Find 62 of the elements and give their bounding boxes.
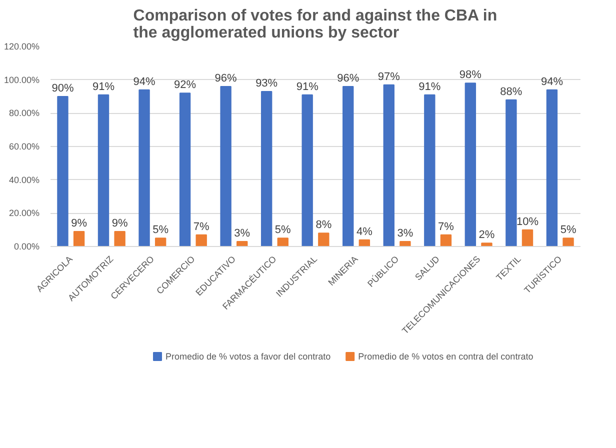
data-label: 94% <box>133 76 156 88</box>
bar <box>302 94 313 246</box>
data-label: 3% <box>234 228 250 240</box>
bar <box>73 231 85 246</box>
bar <box>154 238 166 246</box>
data-label: 96% <box>337 72 360 84</box>
bar <box>57 96 68 246</box>
y-tick-label: 120.00% <box>4 42 40 52</box>
data-label: 7% <box>193 220 210 233</box>
bar <box>98 94 110 246</box>
bar <box>358 239 370 246</box>
data-label: 97% <box>378 70 400 83</box>
data-label: 91% <box>92 80 115 93</box>
bar <box>318 232 330 246</box>
bar <box>179 92 191 246</box>
data-label: 2% <box>478 229 495 242</box>
bar <box>236 241 248 246</box>
data-label: 5% <box>274 224 292 236</box>
data-label: 9% <box>71 218 88 230</box>
data-label: 94% <box>540 76 564 88</box>
data-label: 93% <box>256 78 278 90</box>
bar <box>424 94 436 246</box>
data-label: 92% <box>174 79 196 92</box>
bar <box>138 89 150 246</box>
bar <box>546 89 558 246</box>
data-label: 10% <box>516 216 539 228</box>
bar <box>196 234 207 246</box>
legend-label: Promedio de % votos a favor del contrato <box>166 352 331 362</box>
data-label: 91% <box>418 80 441 93</box>
data-label: 3% <box>397 228 414 240</box>
bar <box>277 238 288 246</box>
bar <box>506 99 517 246</box>
chart-title: Comparison of votes for and against the CBA in the agglomerated unions by sector <box>133 8 498 42</box>
data-label: 8% <box>316 219 332 232</box>
data-label: 98% <box>459 69 482 82</box>
data-label: 88% <box>500 86 522 98</box>
y-tick-label: 100.00% <box>4 74 40 85</box>
data-label: 7% <box>438 220 454 233</box>
data-label: 4% <box>356 226 373 238</box>
y-tick-label: 80.00% <box>8 108 40 118</box>
bar <box>220 86 232 246</box>
bar <box>400 241 411 246</box>
legend-label: Promedio de % votos en contra del contrato <box>358 352 534 362</box>
bar <box>522 229 534 246</box>
bar <box>342 86 354 246</box>
bar <box>383 84 394 246</box>
y-tick-label: 20.00% <box>8 208 40 218</box>
bar <box>440 234 452 246</box>
data-label: 90% <box>52 82 74 94</box>
data-label: 9% <box>112 218 128 230</box>
bar <box>464 82 476 246</box>
data-label: 91% <box>296 80 319 93</box>
bar <box>481 242 492 246</box>
data-label: 96% <box>214 72 238 84</box>
bar <box>260 91 272 246</box>
data-label: 5% <box>152 224 169 236</box>
bar <box>562 238 574 246</box>
y-tick-label: 60.00% <box>8 142 40 152</box>
y-tick-label: 0.00% <box>14 242 40 252</box>
bar <box>114 231 126 246</box>
y-tick-label: 40.00% <box>8 174 40 185</box>
data-label: 5% <box>560 224 576 236</box>
